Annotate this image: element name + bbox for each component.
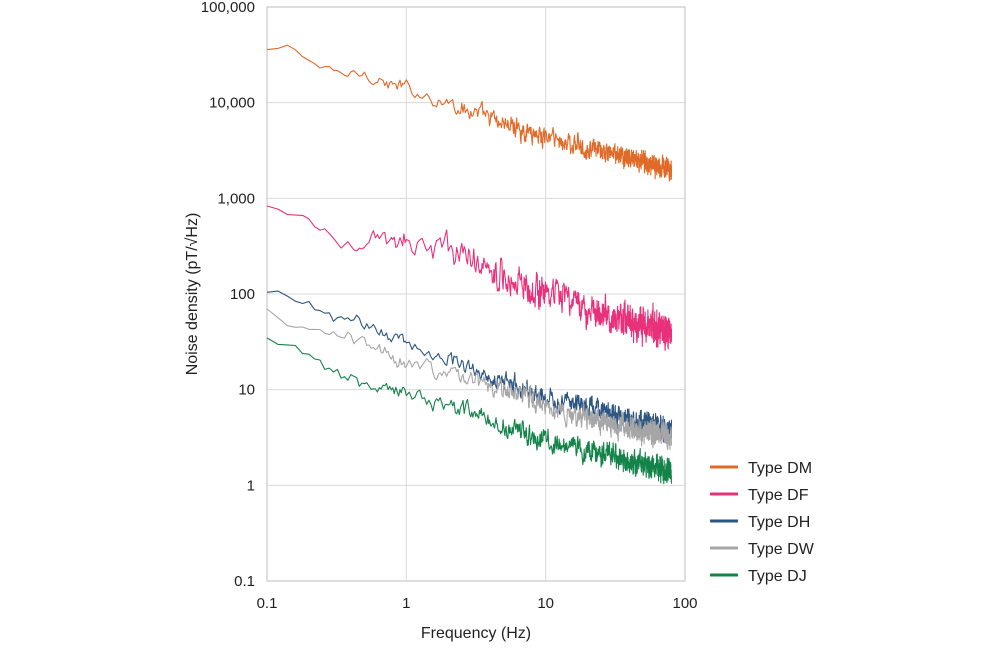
y-tick-label: 10,000 <box>209 95 255 112</box>
y-tick-label: 1,000 <box>217 190 255 207</box>
x-tick-label: 100 <box>672 595 697 612</box>
series-line-type-dj <box>266 337 673 485</box>
y-axis-title: Noise density (pT/√Hz) <box>184 213 201 376</box>
legend: Type DM Type DF Type DH Type DW Type DJ <box>710 460 815 585</box>
x-tick-label: 1 <box>402 595 410 612</box>
y-tick-label: 100 <box>230 286 255 303</box>
legend-label: Type DF <box>748 487 809 504</box>
legend-label: Type DM <box>748 460 812 477</box>
x-tick-label: 0.1 <box>257 595 278 612</box>
series-line-type-df <box>266 205 673 351</box>
grid-lines <box>267 7 685 581</box>
y-tick-labels: 0.1 1 10 100 1,000 10,000 100,000 <box>201 0 255 590</box>
y-tick-label: 100,000 <box>201 0 255 16</box>
y-tick-label: 1 <box>247 477 255 494</box>
x-tick-labels: 0.1 1 10 100 <box>257 595 698 612</box>
series-line-type-dw <box>266 308 673 451</box>
series-layer <box>266 44 673 485</box>
y-tick-label: 0.1 <box>234 573 255 590</box>
legend-label: Type DJ <box>748 568 807 585</box>
legend-label: Type DW <box>748 541 815 558</box>
x-axis-title: Frequency (Hz) <box>421 625 531 642</box>
x-tick-label: 10 <box>537 595 554 612</box>
y-tick-label: 10 <box>238 382 255 399</box>
series-line-type-dm <box>266 44 673 182</box>
legend-label: Type DH <box>748 514 810 531</box>
